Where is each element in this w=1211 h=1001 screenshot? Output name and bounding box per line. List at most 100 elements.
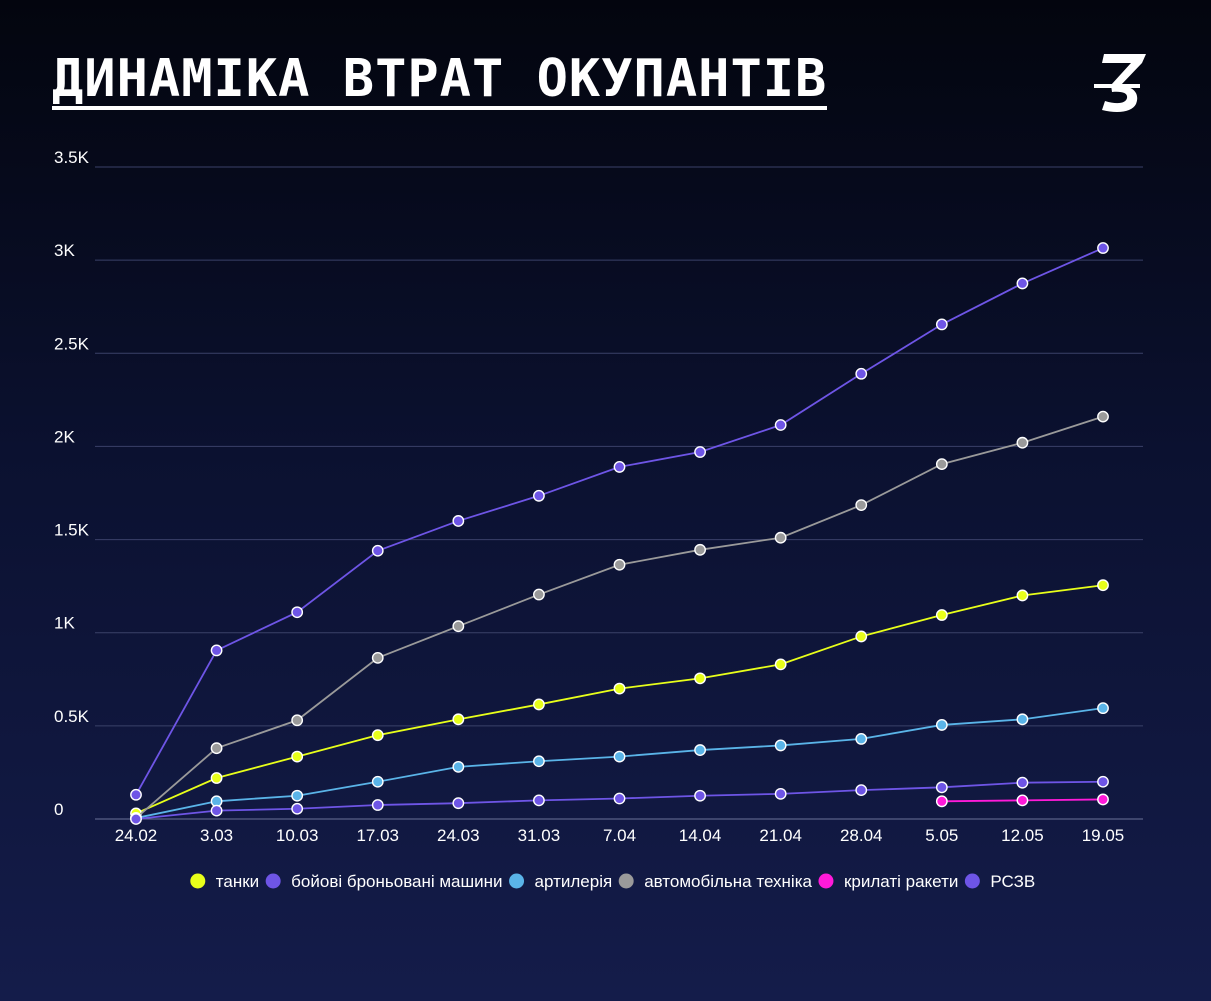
x-tick-label: 5.05 (925, 826, 958, 845)
data-point (452, 713, 465, 726)
data-point (694, 446, 706, 458)
series-2 (130, 702, 1109, 824)
data-point (694, 789, 706, 802)
data-point (452, 760, 465, 773)
chart-legend: танки бойові броньовані машини артилерія ав… (190, 872, 1035, 891)
data-point (1016, 589, 1029, 602)
series-5 (130, 775, 1109, 825)
data-point (935, 781, 948, 794)
data-point (210, 644, 223, 657)
data-point (1097, 775, 1109, 788)
data-point (1097, 410, 1109, 423)
x-tick-label: 21.04 (759, 826, 802, 845)
x-tick-label: 19.05 (1082, 826, 1125, 845)
y-tick-label: 1K (54, 614, 75, 633)
data-point (774, 419, 787, 431)
data-point (855, 630, 868, 643)
y-tick-label: 3.5K (54, 148, 90, 167)
legend-marker (818, 873, 834, 889)
legend-label: бойові броньовані машини (291, 872, 502, 891)
data-point (1016, 436, 1029, 449)
x-tick-label: 24.03 (437, 826, 480, 845)
x-tick-label: 17.03 (356, 826, 399, 845)
data-point (613, 682, 626, 695)
data-point (371, 775, 384, 788)
data-point (291, 789, 304, 802)
chart-series (130, 242, 1109, 825)
legend-label: танки (216, 872, 259, 891)
series-0 (130, 579, 1109, 820)
data-point (452, 515, 465, 527)
data-point (855, 784, 868, 797)
legend-label: артилерія (535, 872, 613, 891)
legend-marker (265, 873, 281, 889)
data-point (935, 318, 948, 331)
data-point (210, 772, 223, 784)
x-tick-label: 12.05 (1001, 826, 1044, 845)
data-point (210, 742, 223, 755)
data-point (935, 719, 948, 731)
data-point (694, 744, 706, 756)
data-point (371, 544, 384, 557)
y-tick-label: 3K (54, 241, 75, 260)
x-tick-label: 28.04 (840, 826, 883, 845)
data-point (1097, 242, 1109, 254)
x-tick-label: 24.02 (115, 826, 158, 845)
legend-label: крилаті ракети (844, 872, 958, 891)
y-axis: 0 0.5K 1K 1.5K 2K 2.5K 3K 3.5K (54, 148, 90, 819)
data-point (533, 794, 545, 807)
data-point (291, 714, 304, 727)
series-1 (130, 242, 1109, 801)
data-point (694, 543, 706, 556)
data-point (1016, 277, 1029, 290)
data-point (935, 795, 948, 808)
data-point (533, 588, 545, 601)
series-line (135, 247, 1104, 796)
y-tick-label: 2K (54, 427, 75, 446)
y-tick-label: 2.5K (54, 334, 90, 353)
data-point (291, 802, 304, 815)
data-point (613, 461, 626, 473)
x-tick-label: 7.04 (603, 826, 636, 845)
data-point (291, 750, 304, 763)
data-point (371, 651, 384, 664)
data-point (291, 606, 304, 619)
data-point (1097, 702, 1109, 715)
x-tick-label: 3.03 (200, 826, 233, 845)
data-point (613, 750, 626, 763)
legend-label: автомобільна техніка (644, 872, 812, 891)
data-point (774, 787, 787, 800)
data-point (935, 458, 948, 471)
data-point (210, 804, 223, 817)
data-point (855, 732, 868, 745)
data-point (855, 499, 868, 512)
x-axis: 24.02 3.03 10.03 17.03 24.03 31.03 7.04 14.04 21… (115, 826, 1125, 845)
data-point (613, 558, 626, 571)
data-point (533, 755, 545, 768)
data-point (130, 788, 142, 801)
data-point (613, 792, 626, 805)
data-point (533, 489, 545, 502)
data-point (1016, 713, 1029, 726)
legend-marker (190, 873, 206, 889)
legend-marker (509, 873, 525, 889)
legend-marker (964, 873, 980, 889)
data-point (1016, 776, 1029, 789)
data-point (452, 620, 465, 633)
x-tick-label: 14.04 (679, 826, 722, 845)
x-tick-label: 10.03 (276, 826, 319, 845)
data-point (774, 658, 787, 671)
data-point (935, 609, 948, 621)
data-point (774, 531, 787, 544)
x-tick-label: 31.03 (518, 826, 561, 845)
legend-marker (618, 873, 634, 889)
data-point (371, 799, 384, 811)
data-point (694, 672, 706, 685)
y-tick-label: 0.5K (54, 707, 90, 726)
page-title: ДИНАМІКА ВТРАТ ОКУПАНТІВ (52, 49, 828, 110)
data-point (533, 698, 545, 711)
data-point (1097, 793, 1109, 806)
series-4 (935, 793, 1109, 808)
y-tick-label: 1.5K (54, 521, 90, 540)
